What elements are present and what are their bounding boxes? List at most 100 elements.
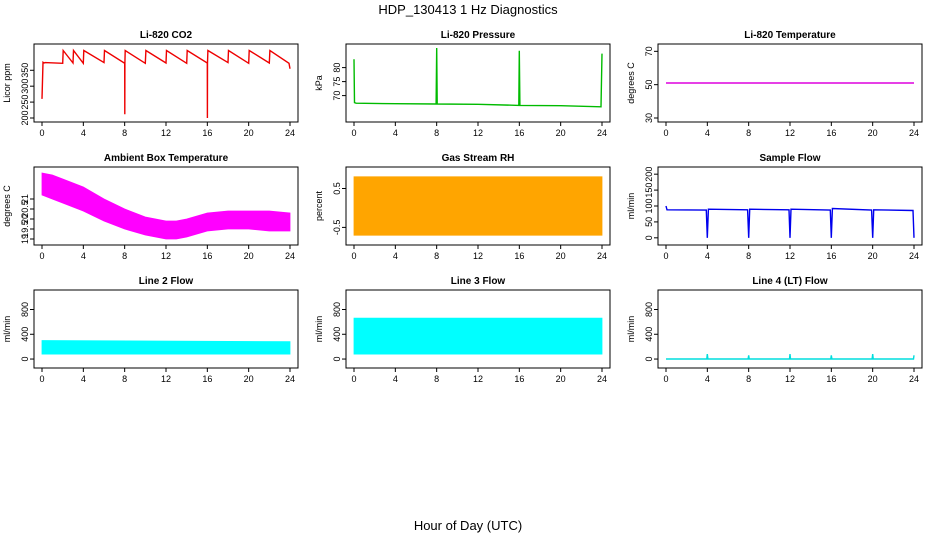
series-area xyxy=(353,176,603,236)
y-axis-label: ml/min xyxy=(314,316,324,343)
x-tick-label: 20 xyxy=(868,251,878,261)
panel-title: Ambient Box Temperature xyxy=(104,153,229,164)
series-area xyxy=(353,317,603,355)
x-tick-label: 12 xyxy=(473,374,483,384)
x-tick-label: 4 xyxy=(705,128,710,138)
x-tick-label: 8 xyxy=(746,128,751,138)
x-tick-label: 12 xyxy=(785,251,795,261)
y-tick-label: 0.5 xyxy=(332,182,342,195)
x-tick-label: 20 xyxy=(868,374,878,384)
x-tick-label: 16 xyxy=(826,128,836,138)
panel-3: Li-820 Temperature 0 4 8 12 16 20 24 30 50 70 degre… xyxy=(626,30,923,138)
x-tick-label: 8 xyxy=(122,128,127,138)
y-tick-label: 20 xyxy=(20,214,30,224)
x-tick-label: 16 xyxy=(202,374,212,384)
y-tick-label: 200 xyxy=(20,110,30,125)
x-tick-label: 8 xyxy=(122,251,127,261)
x-tick-label: 20 xyxy=(556,251,566,261)
y-tick-label: 20.5 xyxy=(20,200,30,218)
y-tick-label: 0 xyxy=(20,357,30,362)
plot-frame xyxy=(345,43,611,123)
y-tick-label: -0.5 xyxy=(332,220,342,236)
panel-8: Line 3 Flow 0 4 8 12 16 20 24 0 400 800 ml/min xyxy=(314,276,611,384)
series-line xyxy=(665,205,915,238)
x-tick-label: 12 xyxy=(473,251,483,261)
x-tick-label: 24 xyxy=(909,374,919,384)
x-tick-label: 4 xyxy=(705,251,710,261)
panel-5: Gas Stream RH 0 4 8 12 16 20 24 -0.5 0.5 percent xyxy=(314,153,611,261)
y-tick-label: 150 xyxy=(644,183,654,198)
y-tick-label: 100 xyxy=(644,198,654,213)
y-tick-label: 200 xyxy=(644,167,654,182)
y-tick-label: 250 xyxy=(20,95,30,110)
x-tick-label: 16 xyxy=(826,374,836,384)
y-tick-label: 800 xyxy=(20,302,30,317)
x-tick-label: 8 xyxy=(746,374,751,384)
series-line xyxy=(353,47,603,108)
x-tick-label: 12 xyxy=(785,374,795,384)
panel-9: Line 4 (LT) Flow 0 4 8 12 16 20 24 0 400 800 ml/min xyxy=(626,276,923,384)
y-tick-label: 19 xyxy=(20,234,30,244)
x-tick-label: 20 xyxy=(868,128,878,138)
x-tick-label: 24 xyxy=(285,128,295,138)
x-tick-label: 8 xyxy=(746,251,751,261)
panel-title: Li-820 CO2 xyxy=(140,30,193,41)
x-tick-label: 0 xyxy=(351,128,356,138)
y-axis-label: Licor ppm xyxy=(2,63,12,103)
figure-title: HDP_130413 1 Hz Diagnostics xyxy=(378,2,558,17)
y-tick-label: 300 xyxy=(20,79,30,94)
x-tick-label: 0 xyxy=(39,128,44,138)
series-area xyxy=(41,172,291,240)
x-tick-label: 20 xyxy=(244,251,254,261)
y-tick-label: 30 xyxy=(644,113,654,123)
x-tick-label: 20 xyxy=(556,128,566,138)
y-tick-label: 400 xyxy=(20,327,30,342)
y-axis-label: ml/min xyxy=(626,193,636,220)
panel-4: Ambient Box Temperature 0 4 8 12 16 20 24 1919.5… xyxy=(2,153,299,261)
x-tick-label: 0 xyxy=(663,128,668,138)
x-tick-label: 12 xyxy=(785,128,795,138)
y-axis-label: degrees C xyxy=(2,185,12,227)
y-tick-label: 50 xyxy=(644,217,654,227)
y-tick-label: 400 xyxy=(644,327,654,342)
x-tick-label: 24 xyxy=(597,374,607,384)
x-tick-label: 16 xyxy=(202,128,212,138)
x-tick-label: 12 xyxy=(161,251,171,261)
y-tick-label: 400 xyxy=(332,327,342,342)
x-tick-label: 16 xyxy=(514,128,524,138)
figure-x-axis-label: Hour of Day (UTC) xyxy=(413,518,523,533)
panel-2: Li-820 Pressure 0 4 8 12 16 20 24 70 75 80 kPa xyxy=(314,30,611,138)
panel-title: Line 4 (LT) Flow xyxy=(752,276,828,287)
x-tick-label: 0 xyxy=(663,251,668,261)
x-tick-label: 16 xyxy=(514,251,524,261)
x-tick-label: 16 xyxy=(826,251,836,261)
panel-7: Line 2 Flow 0 4 8 12 16 20 24 0 400 800 ml/min xyxy=(2,276,299,384)
x-tick-label: 12 xyxy=(473,128,483,138)
plot-frame xyxy=(33,289,299,369)
y-axis-label: percent xyxy=(314,190,324,221)
x-tick-label: 4 xyxy=(81,128,86,138)
x-tick-label: 4 xyxy=(705,374,710,384)
x-tick-label: 0 xyxy=(351,374,356,384)
x-tick-label: 4 xyxy=(81,374,86,384)
x-tick-label: 24 xyxy=(285,251,295,261)
y-tick-label: 70 xyxy=(644,46,654,56)
panel-title: Li-820 Temperature xyxy=(744,30,836,41)
x-tick-label: 8 xyxy=(434,251,439,261)
x-tick-label: 24 xyxy=(909,128,919,138)
x-tick-label: 12 xyxy=(161,374,171,384)
x-tick-label: 4 xyxy=(81,251,86,261)
x-tick-label: 20 xyxy=(244,128,254,138)
x-tick-label: 0 xyxy=(351,251,356,261)
panel-title: Line 2 Flow xyxy=(139,276,194,287)
y-tick-label: 800 xyxy=(332,302,342,317)
x-tick-label: 12 xyxy=(161,128,171,138)
x-tick-label: 16 xyxy=(202,251,212,261)
panel-title: Sample Flow xyxy=(759,153,820,164)
x-tick-label: 24 xyxy=(597,251,607,261)
x-tick-label: 0 xyxy=(39,374,44,384)
y-tick-label: 0 xyxy=(644,357,654,362)
series-line xyxy=(666,354,915,360)
